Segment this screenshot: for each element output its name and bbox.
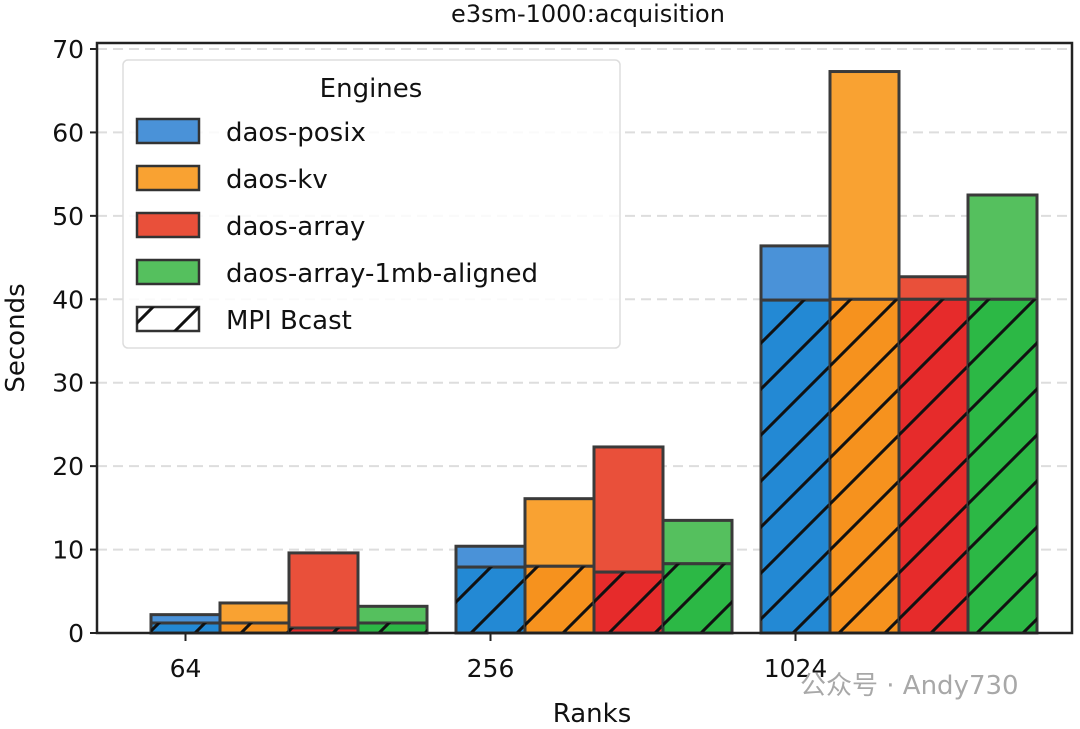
legend-hatch-swatch (137, 307, 199, 331)
y-tick-label: 20 (52, 452, 84, 481)
legend-entry: daos-array-1mb-aligned (226, 259, 538, 289)
bar-daos-posix (454, 544, 527, 569)
x-tick-label: 64 (170, 654, 202, 683)
y-tick-label: 0 (68, 619, 84, 648)
bar-hatch (968, 299, 1037, 633)
bar-daos-array-1mb-aligned (966, 193, 1039, 301)
bar-daos-kv (523, 497, 596, 568)
bar-daos-array-1mb-aligned (356, 604, 429, 625)
y-axis-label: Seconds (1, 283, 31, 392)
legend-title: Engines (320, 74, 423, 104)
legend-entry: daos-kv (226, 165, 328, 195)
chart-title: e3sm-1000:acquisition (451, 0, 725, 28)
bar-hatch (594, 572, 663, 633)
legend-entry: daos-array (226, 212, 365, 242)
bar-hatch (830, 299, 899, 633)
bar-daos-array (592, 445, 665, 574)
bar-hatch (289, 627, 358, 633)
bar-daos-array (287, 551, 360, 630)
legend-entry: MPI Bcast (226, 306, 352, 336)
bar-daos-array-1mb-aligned (661, 518, 734, 566)
bar-daos-posix (759, 244, 832, 302)
legend-swatch (135, 164, 201, 192)
x-tick-label: 1024 (764, 654, 828, 683)
bar-hatch (663, 563, 732, 633)
bar-hatch (761, 300, 830, 633)
bar-hatch (151, 622, 220, 633)
bar-hatch (456, 567, 525, 633)
bar-daos-array (897, 275, 970, 301)
bar-hatch (525, 566, 594, 633)
legend-swatch (135, 258, 201, 286)
watermark: 公众号 · Andy730 (800, 671, 1019, 701)
legend-swatch (135, 211, 201, 239)
legend-swatch (135, 117, 201, 145)
y-tick-label: 40 (52, 285, 84, 314)
bar-hatch (358, 622, 427, 633)
bar-daos-kv (828, 70, 901, 301)
legend-entry: daos-posix (226, 118, 366, 148)
y-tick-label: 50 (52, 202, 84, 231)
y-tick-label: 30 (52, 369, 84, 398)
bar-hatch (899, 299, 968, 633)
axes-frame (95, 41, 1074, 635)
y-tick-label: 60 (52, 118, 84, 147)
y-tick-label: 70 (52, 35, 84, 64)
x-axis-label: Ranks (553, 699, 632, 725)
bar-daos-kv (218, 601, 291, 625)
bar-hatch (220, 622, 289, 633)
y-tick-label: 10 (52, 536, 84, 565)
legend: Engines daos-posix daos-kv daos-array daos-… (122, 59, 621, 349)
x-tick-label: 256 (467, 654, 515, 683)
